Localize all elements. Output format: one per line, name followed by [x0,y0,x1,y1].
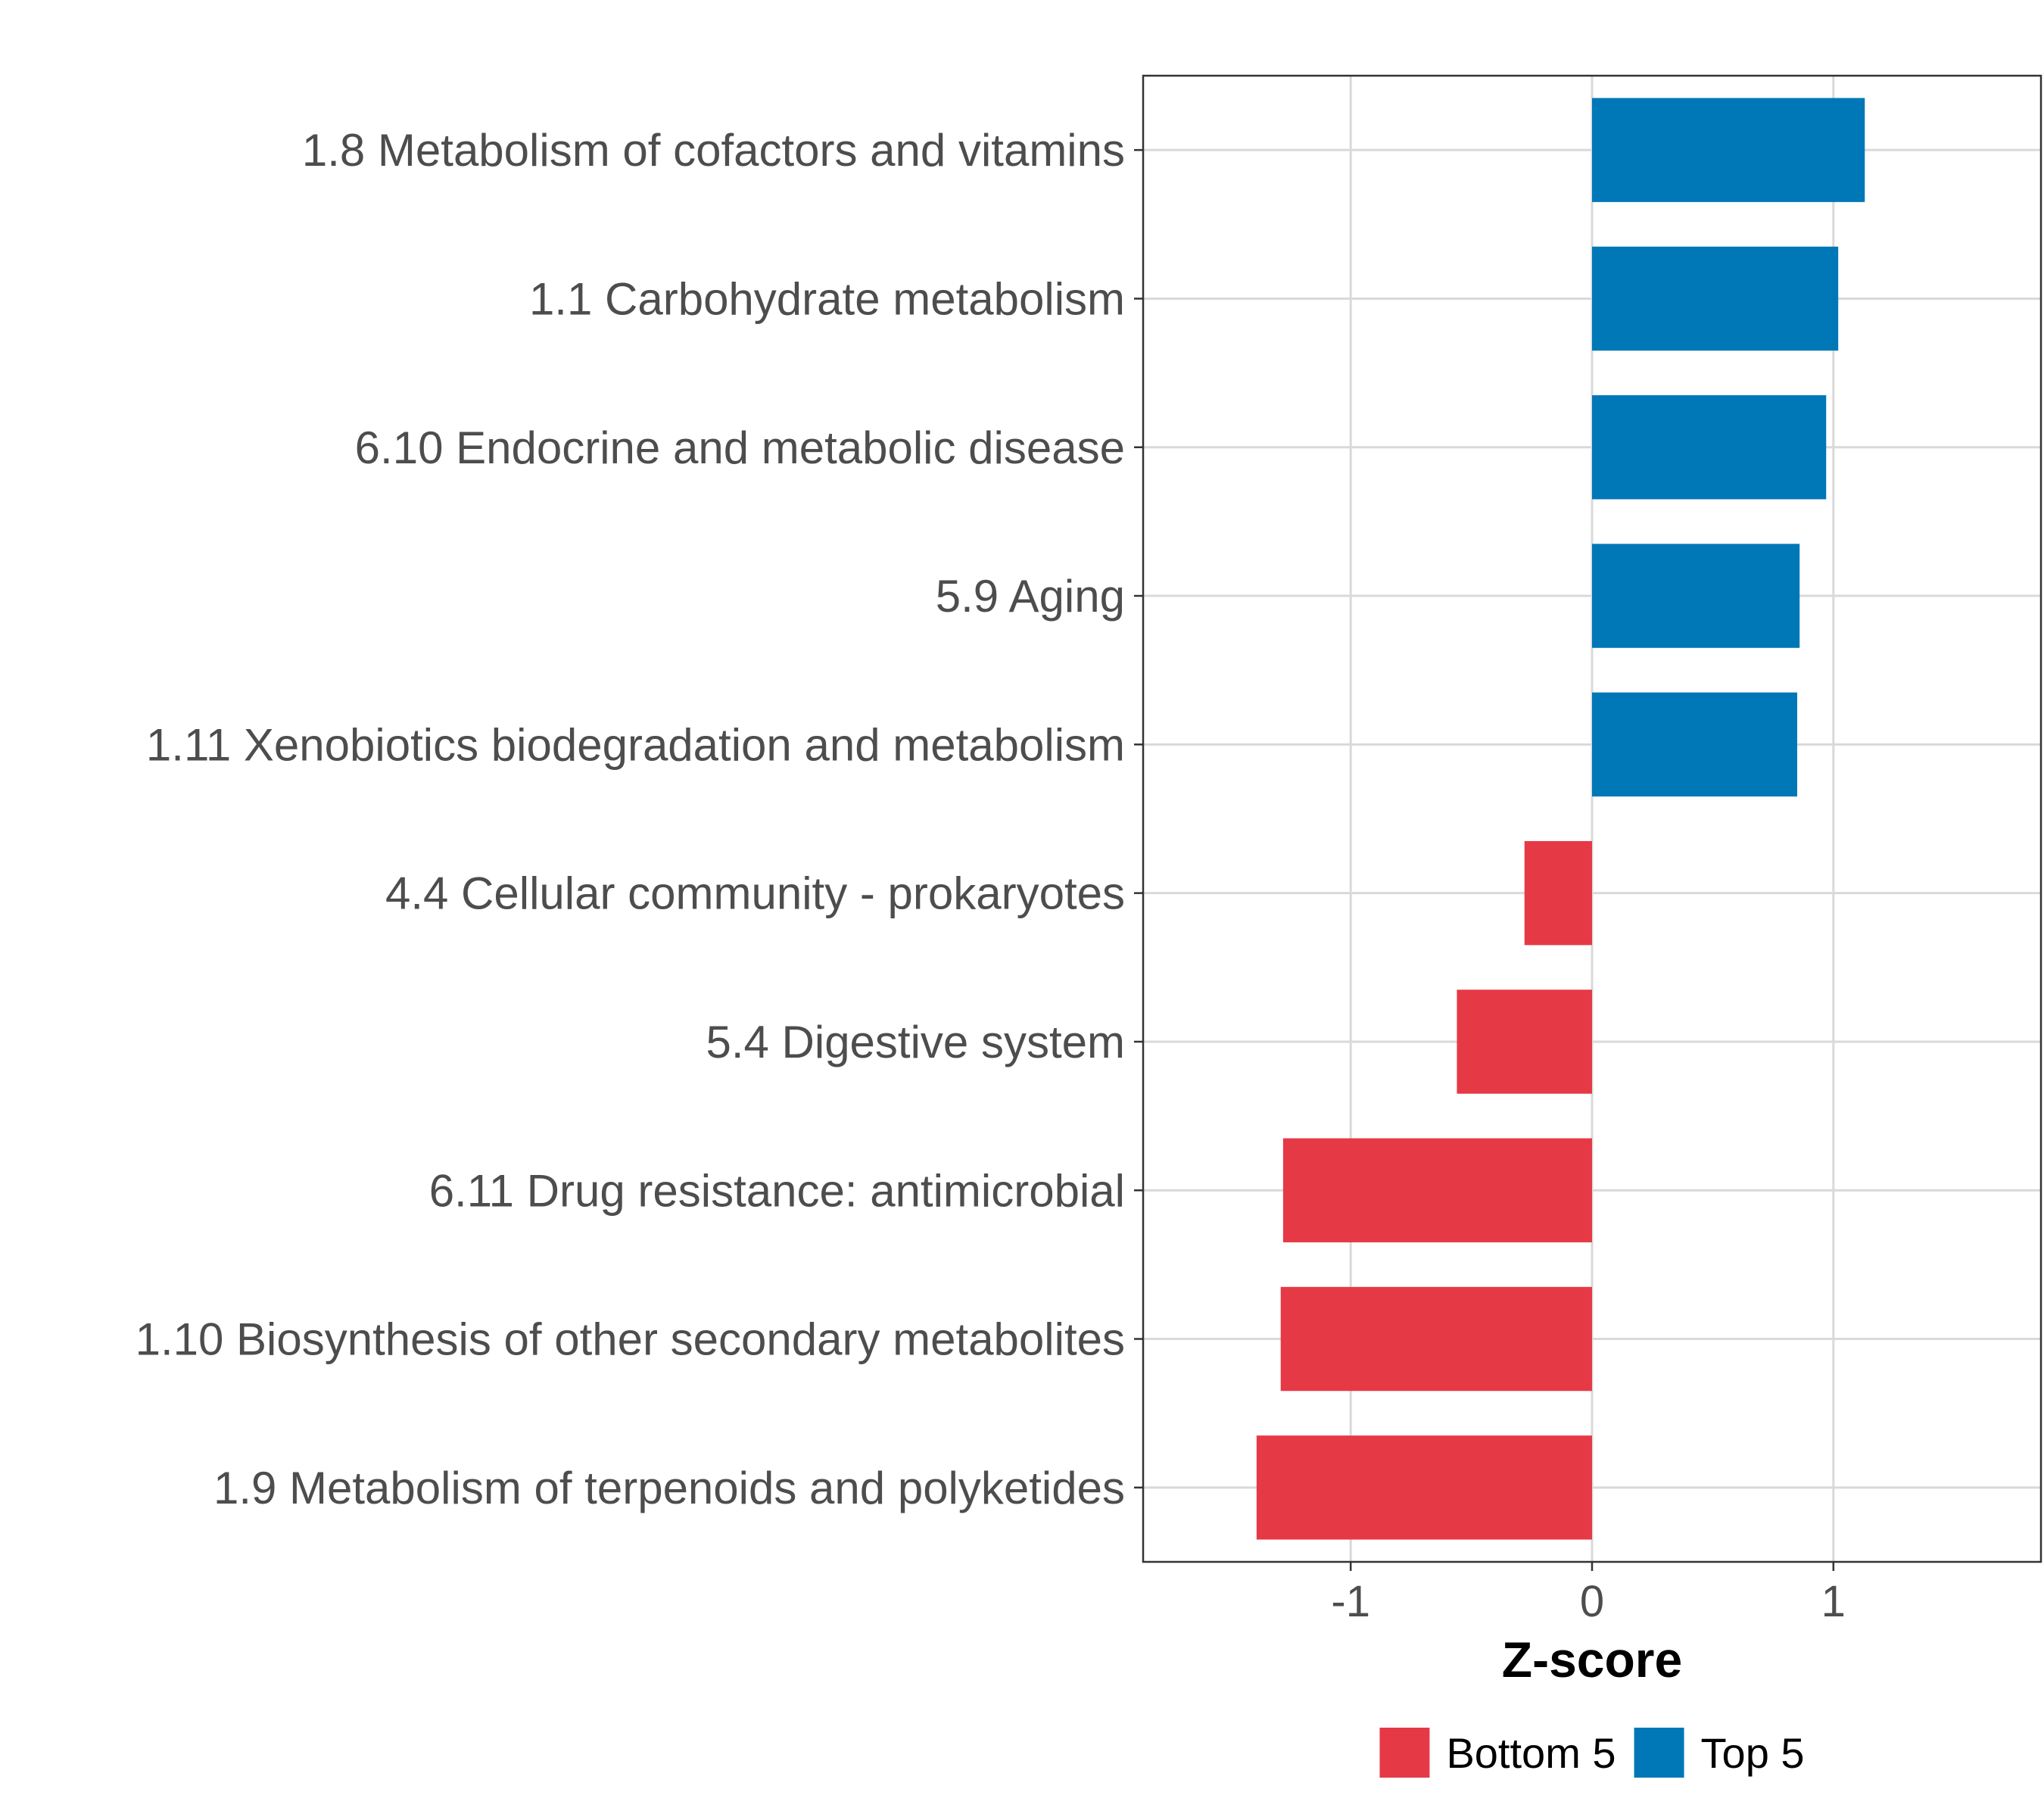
bar-9 [1280,1286,1592,1392]
category-label: 6.10 Endocrine and metabolic disease [355,422,1125,473]
bar-2 [1592,246,1839,351]
category-label: 1.11 Xenobiotics biodegradation and meta… [146,719,1125,770]
bar-10 [1256,1435,1592,1540]
category-label: 1.10 Biosynthesis of other secondary met… [136,1314,1125,1365]
bar-8 [1282,1138,1592,1242]
legend-label-bottom-5: Bottom 5 [1446,1729,1616,1777]
legend-swatch-bottom-5 [1379,1728,1430,1778]
bar-4 [1592,544,1800,648]
category-label: 5.9 Aging [936,571,1125,622]
category-label: 1.8 Metabolism of cofactors and vitamins [302,125,1125,176]
bar-5 [1592,692,1797,797]
category-label: 4.4 Cellular community - prokaryotes [385,868,1125,919]
bar-3 [1592,395,1827,500]
bars [1256,98,1865,1540]
legend: Bottom 5 Top 5 [1379,1728,1805,1778]
legend-swatch-top-5 [1634,1728,1684,1778]
legend-label-top-5: Top 5 [1701,1729,1805,1777]
category-label: 6.11 Drug resistance: antimicrobial [429,1165,1125,1216]
y-axis: 1.8 Metabolism of cofactors and vitamins… [136,125,1143,1513]
x-tick-label: 1 [1821,1577,1846,1626]
x-axis-title: Z-score [1502,1632,1682,1688]
bar-7 [1457,990,1592,1094]
bar-6 [1524,840,1592,946]
x-tick-label: 0 [1580,1577,1604,1626]
category-label: 5.4 Digestive system [706,1017,1125,1067]
bar-1 [1592,98,1865,202]
category-label: 1.9 Metabolism of terpenoids and polyket… [213,1463,1125,1513]
x-tick-label: -1 [1331,1577,1370,1626]
category-label: 1.1 Carbohydrate metabolism [529,273,1125,324]
x-axis: -1 0 1 [1331,1562,1846,1626]
